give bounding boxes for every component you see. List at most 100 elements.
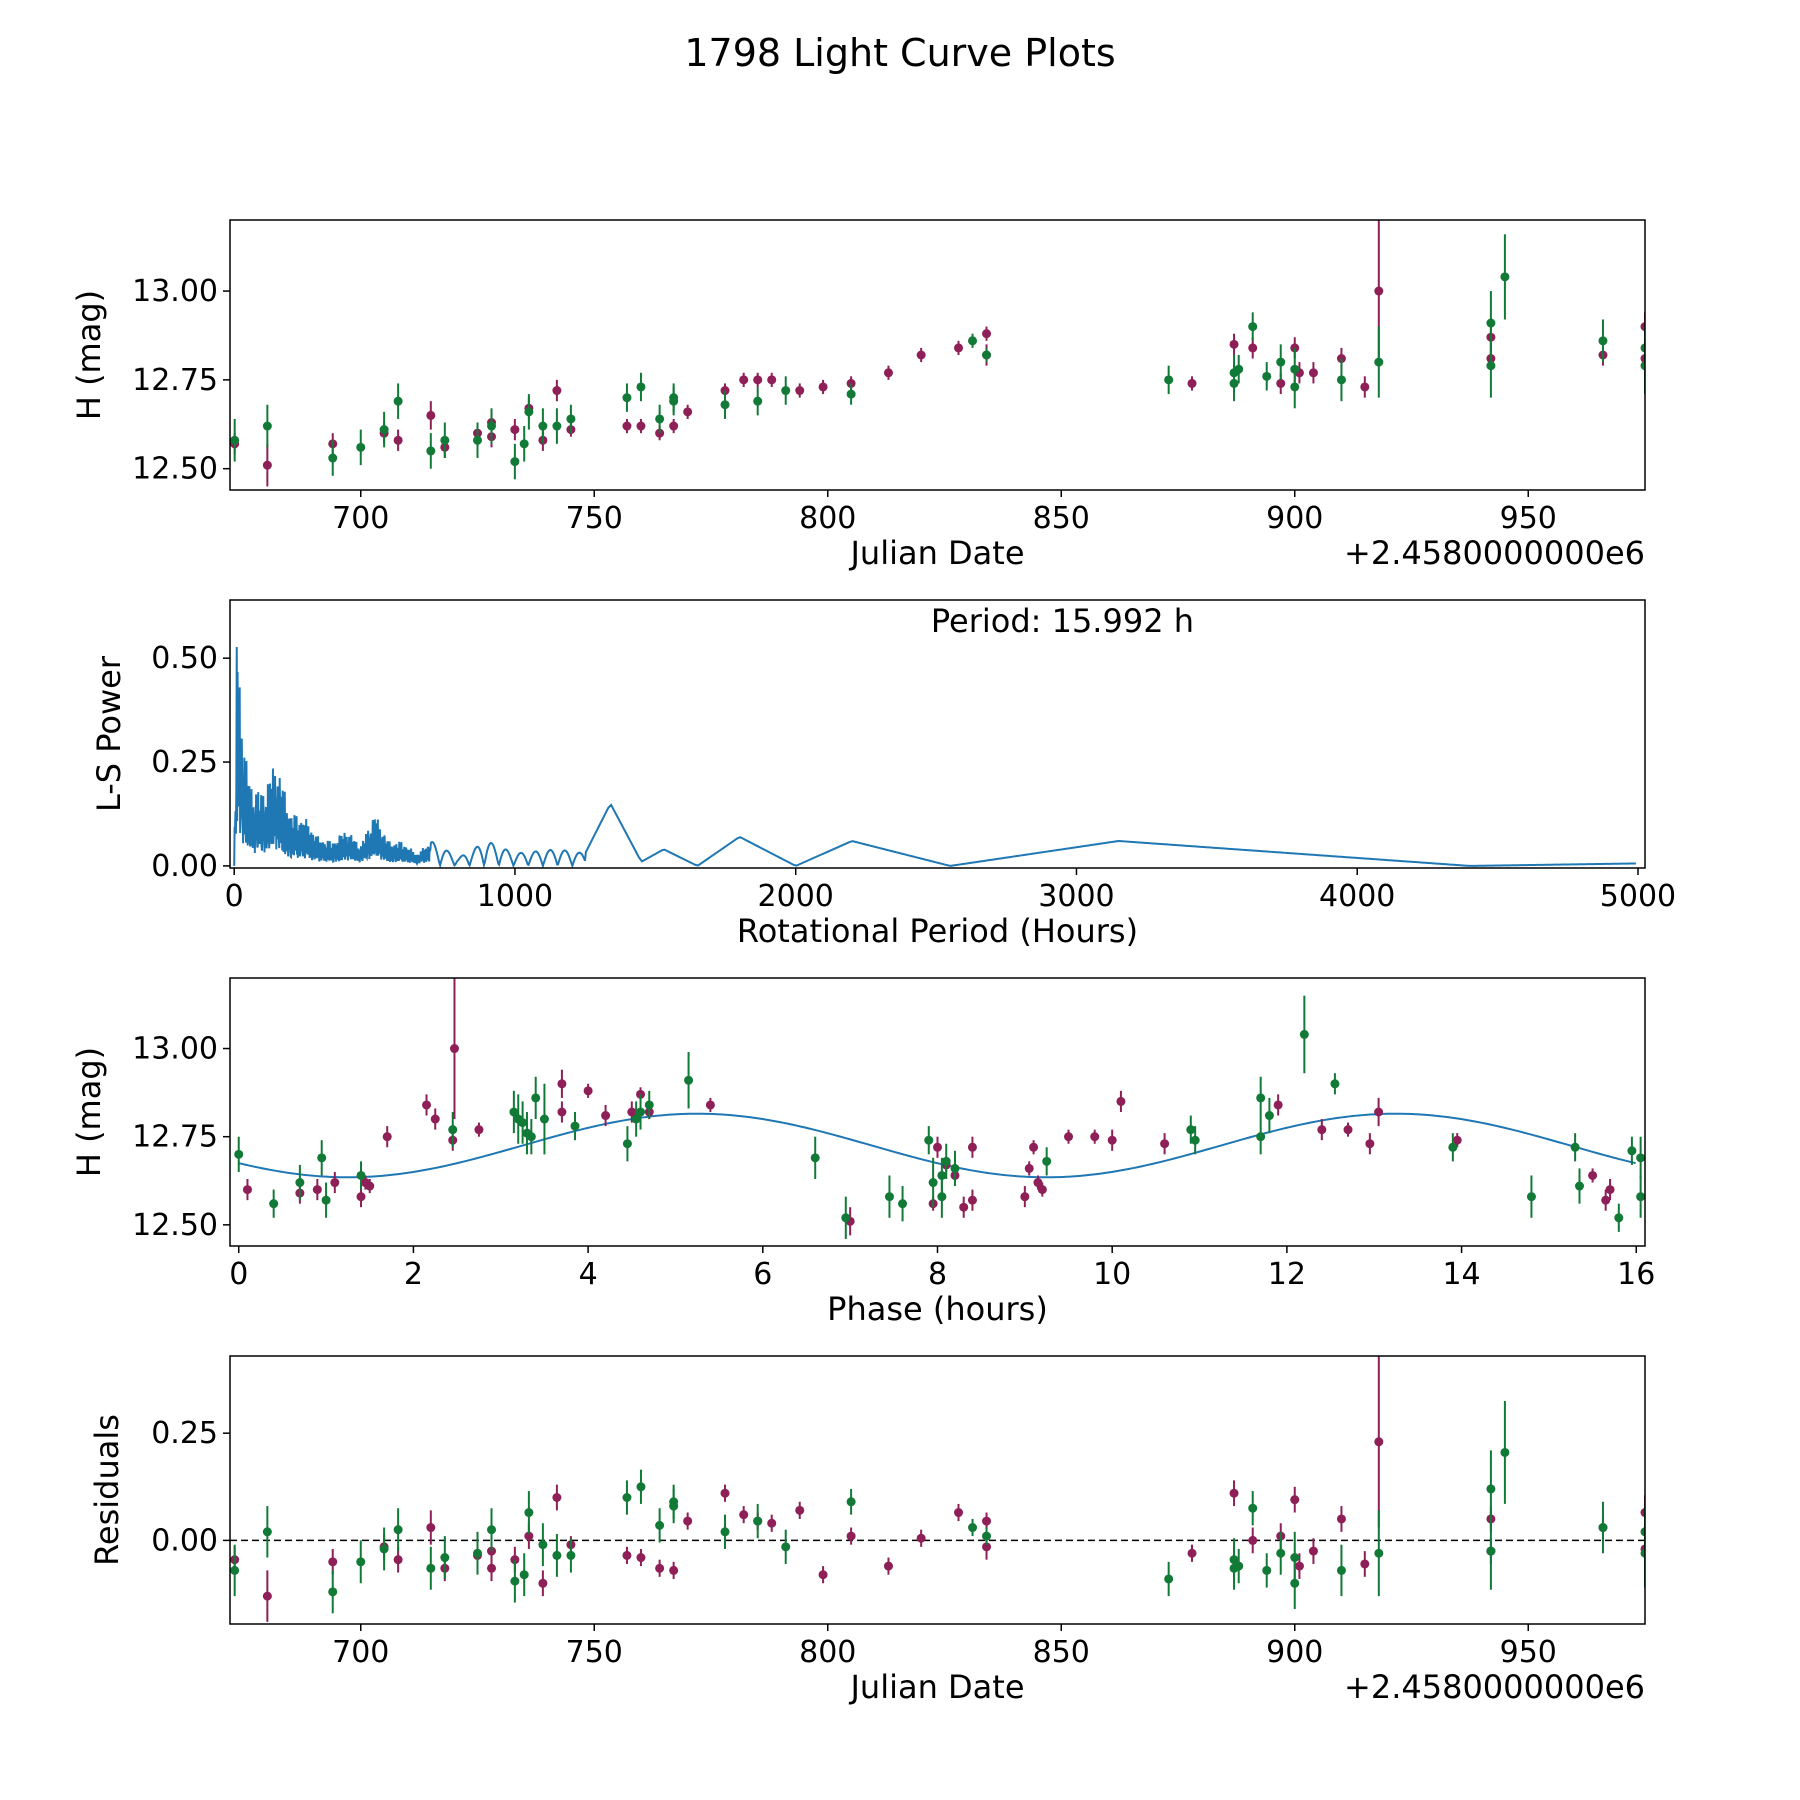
data-point: [552, 386, 562, 396]
y-tick-label: 0.25: [151, 745, 218, 780]
data-point: [328, 1587, 338, 1597]
x-tick-label: 750: [566, 501, 623, 536]
y-tick-label: 12.75: [132, 363, 218, 398]
data-point: [552, 1493, 562, 1503]
data-point: [916, 1533, 926, 1543]
data-point: [655, 414, 665, 424]
data-point: [669, 1501, 679, 1511]
data-point: [982, 1516, 992, 1526]
data-point: [487, 1525, 497, 1535]
data-point: [557, 1107, 567, 1117]
y-axis-label: Residuals: [88, 1414, 126, 1566]
data-point: [1486, 1546, 1496, 1556]
data-point: [655, 1563, 665, 1573]
x-tick-label: 750: [566, 1635, 623, 1670]
x-tick-label: 1000: [477, 879, 553, 914]
green-series: [230, 234, 1645, 480]
data-point: [916, 350, 926, 360]
x-tick-label: 5000: [1600, 879, 1676, 914]
x-axis-label: Julian Date: [848, 534, 1024, 572]
data-point: [510, 1576, 520, 1586]
data-point: [356, 1192, 366, 1202]
data-point: [1276, 1548, 1286, 1558]
data-point: [1299, 1029, 1309, 1039]
data-point: [524, 407, 534, 417]
data-point: [440, 435, 450, 445]
x-axis-label: Phase (hours): [827, 1290, 1048, 1328]
data-point: [1526, 1192, 1536, 1202]
data-point: [473, 1548, 483, 1558]
data-point: [531, 1093, 541, 1103]
magenta-series: [230, 1356, 1645, 1622]
data-point: [519, 1570, 529, 1580]
data-point: [933, 1142, 942, 1152]
data-point: [1374, 1437, 1384, 1447]
data-point: [1248, 1503, 1258, 1513]
data-point: [1090, 1132, 1100, 1142]
data-point: [1374, 357, 1384, 367]
residuals-panel: 700 750 800 850 900 950 0.00 0.25 Julian Date Res…: [88, 1355, 1646, 1706]
x-tick-label: 4000: [1319, 879, 1395, 914]
data-point: [1262, 1565, 1272, 1575]
y-tick-label: 12.50: [132, 1208, 218, 1243]
data-point: [1276, 378, 1286, 388]
data-point: [720, 400, 730, 410]
data-point: [539, 1114, 549, 1124]
data-point: [356, 442, 366, 452]
y-axis-label: L-S Power: [90, 655, 128, 812]
data-point: [669, 393, 679, 403]
data-point: [393, 435, 403, 445]
data-point: [683, 407, 693, 417]
data-point: [328, 453, 338, 463]
periodogram-panel: Period: 15.992 h 0 1000 2000 3000 4000 5000 0.0…: [90, 599, 1676, 950]
data-point: [705, 1100, 715, 1110]
x-tick-label: 850: [1033, 501, 1090, 536]
data-point: [841, 1213, 851, 1223]
data-point: [1256, 1093, 1266, 1103]
data-point: [474, 1125, 484, 1135]
y-tick-label: 0.25: [151, 1416, 218, 1451]
x-tick-label: 14: [1442, 1257, 1480, 1292]
x-tick-label: 900: [1266, 501, 1323, 536]
data-point: [449, 1044, 459, 1054]
data-point: [356, 1557, 366, 1567]
x-tick-label: 950: [1500, 1635, 1557, 1670]
data-point: [1186, 1125, 1196, 1135]
data-point: [846, 389, 856, 399]
data-point: [382, 1132, 392, 1142]
data-point: [1500, 272, 1510, 282]
data-point: [1360, 382, 1370, 392]
data-point: [669, 1565, 679, 1575]
x-offset-text: +2.4580000000e6: [1344, 1668, 1645, 1706]
data-point: [262, 421, 272, 431]
data-point: [1574, 1181, 1584, 1191]
data-point: [1248, 322, 1258, 332]
data-point: [1448, 1142, 1458, 1152]
x-tick-label: 800: [799, 501, 856, 536]
data-point: [379, 425, 389, 435]
data-point: [846, 1531, 856, 1541]
data-point: [356, 1170, 366, 1180]
model-curve: [238, 1112, 1636, 1179]
data-point: [518, 1118, 528, 1128]
axes-frame: [229, 977, 1646, 1247]
x-tick-label: 0: [225, 879, 244, 914]
data-point: [1605, 1185, 1615, 1195]
data-point: [262, 1591, 272, 1601]
data-point: [1614, 1213, 1624, 1223]
y-axis-label: H (mag): [70, 290, 108, 420]
data-point: [1264, 1111, 1274, 1121]
data-point: [1294, 1561, 1304, 1571]
data-point: [524, 1508, 534, 1518]
data-point: [1627, 1146, 1637, 1156]
data-point: [636, 421, 646, 431]
data-point: [1360, 1559, 1370, 1569]
data-point: [1640, 343, 1645, 353]
data-point: [393, 396, 403, 406]
data-point: [636, 382, 646, 392]
data-point: [959, 1202, 969, 1212]
data-point: [937, 1170, 947, 1180]
data-point: [269, 1199, 279, 1209]
data-point: [312, 1185, 322, 1195]
data-point: [818, 382, 828, 392]
